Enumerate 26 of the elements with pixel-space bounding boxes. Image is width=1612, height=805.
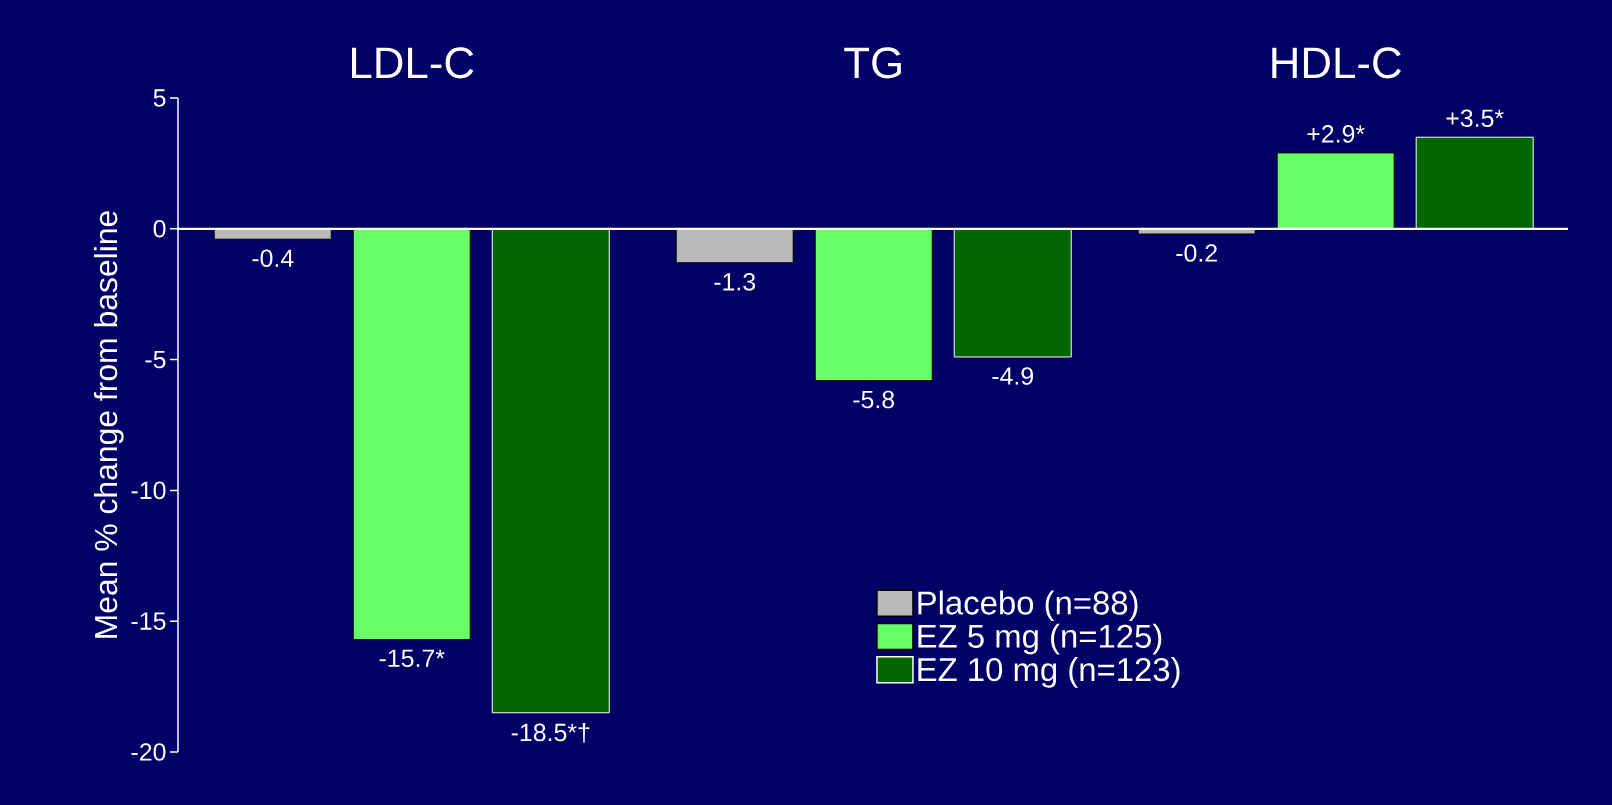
data-label: +2.9* — [1307, 125, 1365, 143]
y-tick-label: -15 — [131, 612, 166, 630]
y-tick-label: 5 — [153, 89, 166, 107]
data-label: -18.5*† — [511, 722, 590, 743]
y-tick-label: -20 — [131, 743, 166, 761]
legend-label: EZ 5 mg (n=125) — [918, 623, 1162, 655]
y-tick-label: 0 — [153, 219, 166, 238]
data-label: -0.4 — [252, 249, 294, 268]
bar — [1276, 152, 1395, 230]
data-label: -1.3 — [714, 272, 756, 291]
bar — [814, 228, 933, 382]
y-axis-title: Mean % change from baseline — [93, 211, 124, 638]
x-tick-label: HDL-C — [1272, 47, 1401, 79]
bar — [675, 228, 794, 264]
data-label: -5.8 — [853, 390, 895, 409]
y-tick-label: -5 — [145, 350, 166, 369]
data-label: +3.5* — [1446, 109, 1504, 128]
legend-label: Placebo (n=88) — [918, 590, 1138, 622]
x-tick-label: TG — [844, 47, 901, 79]
x-tick-label: LDL-C — [352, 47, 474, 79]
legend-label: EZ 10 mg (n=123) — [918, 657, 1180, 688]
data-label: -15.7* — [379, 649, 445, 668]
data-label: -4.9 — [992, 367, 1033, 385]
data-label: -0.2 — [1176, 244, 1217, 262]
y-tick-label: -10 — [131, 481, 166, 500]
bar — [352, 228, 471, 641]
